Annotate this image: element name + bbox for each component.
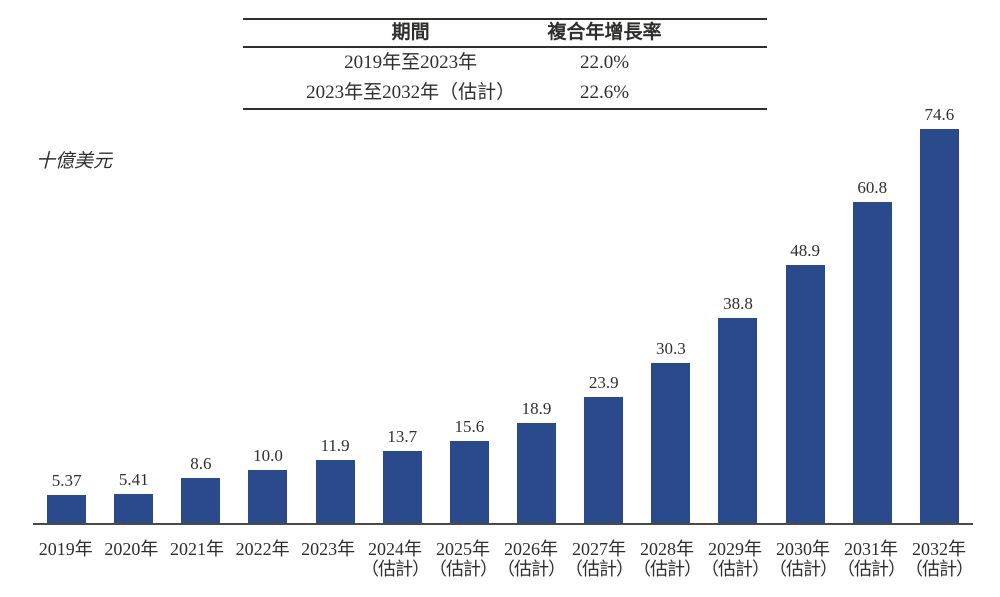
x-tick-label: 2031年 （估計） [836, 539, 906, 579]
x-tick-label: 2029年 （估計） [700, 539, 770, 579]
x-tick-label: 2024年 （估計） [360, 539, 430, 579]
x-tick-label: 2023年 [295, 539, 361, 579]
bar-slot: 5.41 [100, 95, 167, 523]
cagr-table-row-forecast: 2023年至2032年（估計） 22.6% [243, 78, 767, 108]
x-tick-year: 2032年 [911, 539, 966, 559]
x-tick-year: 2027年 [571, 539, 626, 559]
cagr-rate-forecast: 22.6% [580, 82, 630, 103]
plot-area: 5.37 5.41 8.6 10.0 11.9 13.7 15.6 18.9 23.9 30.3 3… [33, 95, 973, 525]
x-tick-year: 2029年 [707, 539, 762, 559]
x-tick-label: 2032年 （估計） [904, 539, 974, 579]
bar [382, 451, 422, 523]
x-tick-year: 2019年 [38, 539, 93, 559]
bar-value-label: 8.6 [190, 454, 212, 473]
cagr-period-forecast: 2023年至2032年（估計） [306, 82, 516, 103]
x-tick-year: 2021年 [169, 539, 224, 559]
x-tick-year: 2023年 [301, 539, 356, 559]
x-tick-label: 2020年 [99, 539, 165, 579]
bar [181, 478, 221, 523]
x-tick-year: 2024年 [367, 539, 422, 559]
x-tick-label: 2019年 [33, 539, 99, 579]
bar [517, 423, 557, 523]
x-tick-year: 2022年 [235, 539, 290, 559]
x-tick-year: 2026年 [503, 539, 558, 559]
bar-value-label: 74.6 [924, 105, 955, 124]
bar-value-label: 15.6 [454, 417, 485, 436]
bar [852, 202, 892, 523]
x-tick-label: 2025年 （估計） [428, 539, 498, 579]
cagr-header-rate: 複合年增長率 [547, 22, 662, 43]
bar-value-label: 5.41 [118, 470, 149, 489]
bar [919, 129, 959, 523]
cagr-table-header-row: 期間 複合年增長率 [243, 20, 767, 48]
bar-value-label: 60.8 [857, 178, 888, 197]
x-tick-label: 2027年 （估計） [564, 539, 634, 579]
bar [248, 470, 288, 523]
x-tick-year: 2031年 [843, 539, 898, 559]
bar-slot: 13.7 [369, 95, 436, 523]
bar-value-label: 18.9 [521, 399, 552, 418]
bar-slot: 60.8 [839, 95, 906, 523]
bar-slot: 48.9 [772, 95, 839, 523]
bar-slot: 8.6 [167, 95, 234, 523]
x-tick-estimate-note: （估計） [700, 559, 770, 579]
bar-slot: 23.9 [570, 95, 637, 523]
cagr-table: 期間 複合年增長率 2019年至2023年 22.0% 2023年至2032年（… [243, 18, 767, 110]
bar-slot: 30.3 [637, 95, 704, 523]
x-tick-label: 2026年 （估計） [496, 539, 566, 579]
x-tick-estimate-note: （估計） [904, 559, 974, 579]
bar-value-label: 48.9 [790, 241, 820, 260]
bar [114, 494, 154, 523]
bar [651, 363, 691, 523]
y-axis-unit-label: 十億美元 [36, 151, 113, 172]
cagr-period-historical: 2019年至2023年 [344, 52, 478, 73]
bar-value-label: 23.9 [588, 373, 619, 392]
cagr-rate-historical: 22.0% [580, 52, 630, 73]
bar-value-label: 30.3 [655, 339, 686, 358]
bar-value-label: 10.0 [253, 446, 283, 465]
bar [47, 495, 87, 523]
x-tick-label: 2028年 （估計） [632, 539, 702, 579]
bar [315, 460, 355, 523]
bar-slot: 38.8 [704, 95, 771, 523]
bar [785, 265, 825, 523]
bar [718, 318, 758, 523]
x-tick-estimate-note: （估計） [360, 559, 430, 579]
x-tick-label: 2021年 [164, 539, 230, 579]
bar-slot: 74.6 [906, 95, 973, 523]
bar [584, 397, 624, 523]
x-tick-year: 2020年 [104, 539, 159, 559]
x-tick-label: 2030年 （估計） [768, 539, 838, 579]
bar-value-label: 13.7 [387, 427, 418, 446]
x-tick-estimate-note: （估計） [768, 559, 838, 579]
x-tick-estimate-note: （估計） [836, 559, 906, 579]
x-tick-label: 2022年 [230, 539, 296, 579]
x-axis-labels: 2019年 2020年 2021年 2022年 2023年 2024年 （估計） 2025年（… [33, 539, 974, 579]
bar-value-label: 5.37 [51, 471, 82, 490]
bar-value-label: 38.8 [723, 294, 753, 313]
bar [449, 441, 489, 523]
bar-slot: 18.9 [503, 95, 570, 523]
x-tick-year: 2028年 [639, 539, 694, 559]
x-tick-estimate-note: （估計） [632, 559, 702, 579]
bar-slot: 5.37 [33, 95, 100, 523]
x-tick-estimate-note: （估計） [428, 559, 498, 579]
bar-slot: 11.9 [302, 95, 369, 523]
bar-slot: 15.6 [436, 95, 503, 523]
bar-value-label: 11.9 [320, 436, 350, 455]
bar-slot: 10.0 [234, 95, 301, 523]
x-tick-year: 2025年 [435, 539, 490, 559]
cagr-header-period: 期間 [391, 22, 430, 43]
cagr-table-row-historical: 2019年至2023年 22.0% [243, 48, 767, 78]
x-tick-year: 2030年 [775, 539, 830, 559]
x-tick-estimate-note: （估計） [564, 559, 634, 579]
x-tick-estimate-note: （估計） [496, 559, 566, 579]
